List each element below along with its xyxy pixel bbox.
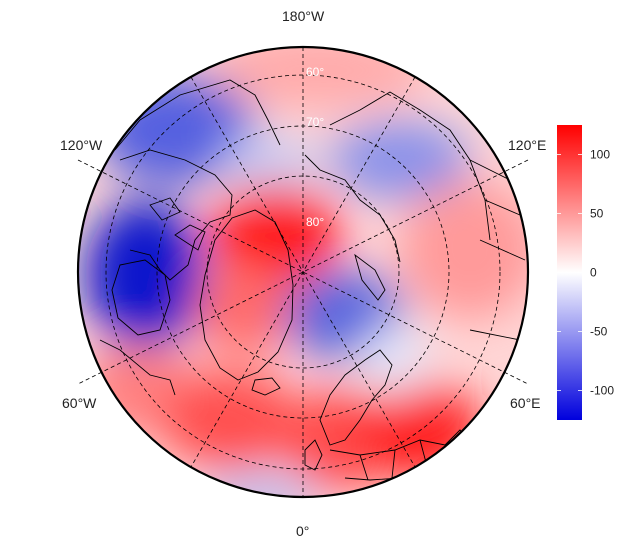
graticule — [77, 47, 529, 497]
lon-label-60w: 60°W — [62, 395, 97, 411]
lon-label-120e: 120°E — [508, 137, 547, 153]
lon-label-120w: 120°W — [60, 137, 103, 153]
colorbar-tick-label: -100 — [590, 384, 614, 398]
map-border — [76, 45, 530, 499]
anomaly-field — [78, 47, 528, 497]
colorbar-tick-label: 50 — [590, 207, 604, 221]
lon-label-60e: 60°E — [510, 395, 541, 411]
colorbar-tick-label: 0 — [590, 266, 597, 280]
colorbar: 100 50 0 -50 -100 — [557, 125, 614, 420]
lat-label-70: 70° — [306, 115, 324, 129]
lon-label-180w: 180°W — [282, 8, 325, 24]
lon-label-0: 0° — [296, 523, 310, 539]
lat-label-80: 80° — [306, 215, 324, 229]
colorbar-tick-label: -50 — [590, 325, 608, 339]
colorbar-gradient — [557, 125, 582, 420]
colorbar-tick-label: 100 — [590, 148, 610, 162]
lat-label-60: 60° — [306, 65, 324, 79]
coastlines — [99, 79, 526, 481]
